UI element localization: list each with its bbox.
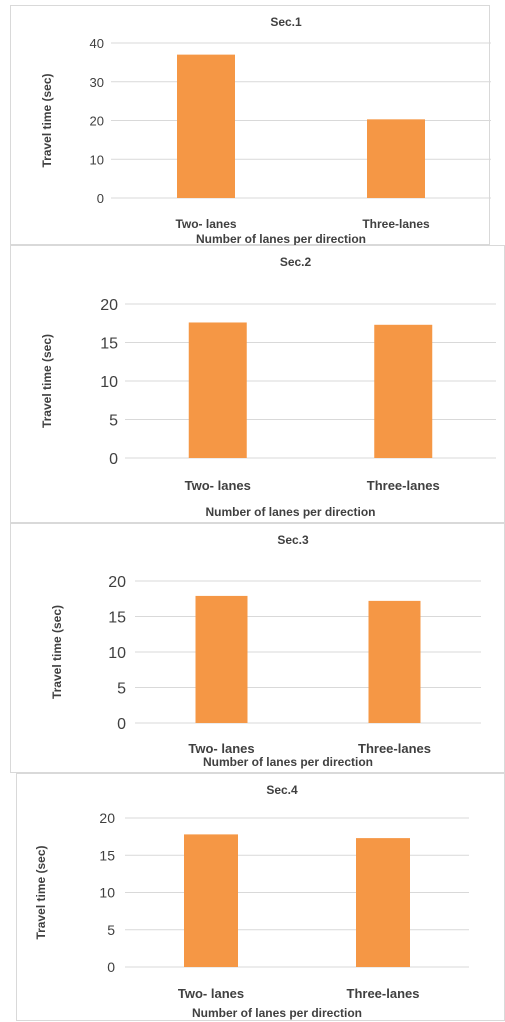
y-tick-label: 10 bbox=[100, 374, 118, 391]
y-tick-label: 10 bbox=[90, 152, 104, 167]
y-tick-label: 40 bbox=[90, 36, 104, 51]
chart-svg: Sec.1 0 10 20 30 40 Two- lanes Three-lanesNumbe… bbox=[40, 15, 491, 246]
y-axis-title: Travel time (sec) bbox=[40, 334, 54, 428]
y-tick-label: 20 bbox=[108, 574, 126, 591]
y-tick-label: 0 bbox=[109, 451, 118, 468]
y-tick-label: 0 bbox=[117, 716, 126, 733]
y-tick-label: 0 bbox=[97, 191, 104, 206]
x-axis-title: Number of lanes per direction bbox=[203, 755, 373, 769]
bar bbox=[188, 322, 247, 458]
x-category-label: Three-lanes bbox=[362, 217, 430, 231]
y-tick-label: 5 bbox=[117, 681, 126, 698]
chart-title: Sec.1 bbox=[270, 15, 302, 29]
bar bbox=[368, 600, 421, 723]
chart-panel-sec1: Sec.1 0 10 20 30 40 Two- lanes Three-lanes Numbe… bbox=[10, 5, 491, 246]
x-category-label: Two- lanes bbox=[175, 217, 236, 231]
y-tick-label: 15 bbox=[99, 847, 115, 863]
x-category-label: Three-lanes bbox=[347, 986, 420, 1001]
y-tick-label: 20 bbox=[99, 810, 115, 826]
y-tick-label: 5 bbox=[109, 413, 118, 430]
y-tick-label: 20 bbox=[100, 297, 118, 314]
y-tick-label: 15 bbox=[100, 336, 118, 353]
chart-panel-sec3: Sec.3 0 5 10 15 20 Two- lanes Three-lanes Number… bbox=[10, 523, 505, 773]
y-tick-label: 15 bbox=[108, 610, 126, 627]
x-axis-title: Number of lanes per direction bbox=[192, 1006, 362, 1020]
y-tick-label: 0 bbox=[107, 959, 115, 975]
chart-panel-sec2: Sec.2 0 5 10 15 20 Two- lanes Three-lanes Number… bbox=[10, 245, 505, 523]
x-category-label: Two- lanes bbox=[178, 986, 244, 1001]
bar bbox=[367, 119, 425, 198]
bar bbox=[356, 838, 410, 967]
y-axis-title: Travel time (sec) bbox=[50, 605, 64, 699]
y-tick-label: 30 bbox=[90, 75, 104, 90]
chart-panel-sec4: Sec.4 0 5 10 15 20 Two- lanes Three-lanes Number… bbox=[16, 773, 505, 1021]
x-category-label: Two- lanes bbox=[185, 478, 251, 493]
bar bbox=[195, 595, 248, 723]
y-tick-label: 10 bbox=[108, 645, 126, 662]
x-category-label: Three-lanes bbox=[367, 478, 440, 493]
x-category-label: Two- lanes bbox=[188, 741, 254, 756]
x-axis-title: Number of lanes per direction bbox=[205, 505, 375, 519]
x-category-label: Three-lanes bbox=[358, 741, 431, 756]
chart-svg: Sec.3 0 5 10 15 20 Two- lanes Three-lanesNumber… bbox=[50, 533, 481, 769]
bar bbox=[177, 54, 235, 198]
chart-title: Sec.3 bbox=[277, 533, 309, 547]
chart-svg: Sec.4 0 5 10 15 20 Two- lanes Three-lanes Number… bbox=[34, 783, 469, 1020]
y-tick-label: 5 bbox=[107, 922, 115, 938]
chart-title: Sec.2 bbox=[280, 255, 312, 269]
x-axis-title: Number of lanes per direction bbox=[196, 232, 366, 246]
y-axis-title: Travel time (sec) bbox=[34, 845, 48, 939]
bar bbox=[374, 324, 433, 458]
bar bbox=[184, 834, 238, 967]
y-axis-title: Travel time (sec) bbox=[40, 73, 54, 167]
chart-svg: Sec.2 0 5 10 15 20 Two- lanes Three-lanes Number… bbox=[40, 255, 496, 519]
y-tick-label: 10 bbox=[99, 885, 115, 901]
y-tick-label: 20 bbox=[90, 114, 104, 129]
chart-title: Sec.4 bbox=[266, 783, 298, 797]
